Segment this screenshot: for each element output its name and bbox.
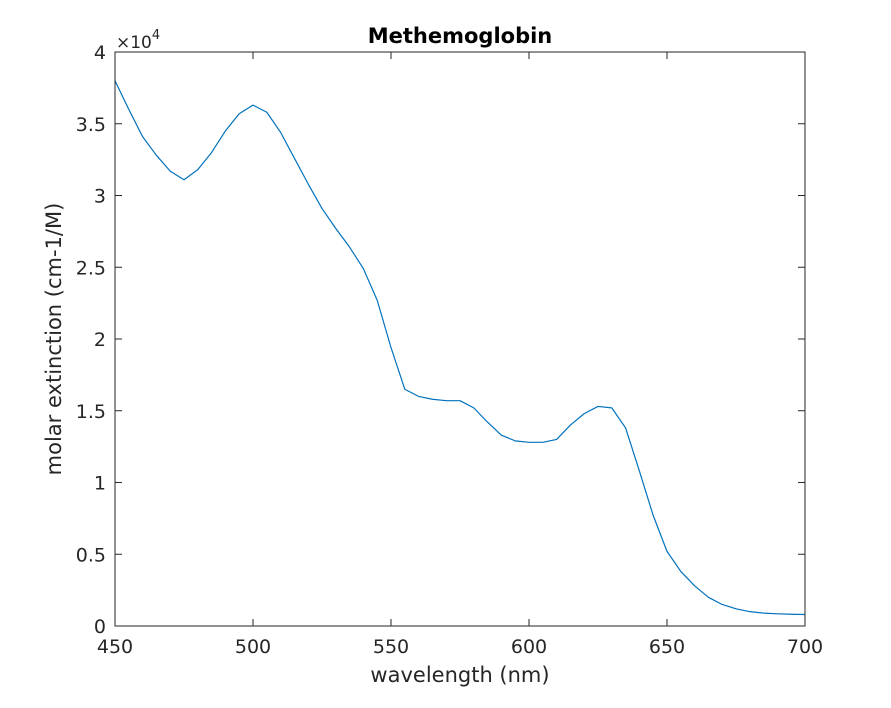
y-tick-label: 1 [94,473,106,495]
plot-area [114,80,806,616]
x-tick-label: 650 [649,636,685,658]
y-tick-label: 1.5 [76,401,106,423]
x-tick-label: 550 [373,636,409,658]
y-multiplier-label: ×104 [116,28,160,53]
axes-box [114,51,806,627]
chart-title: Methemoglobin [368,24,553,48]
y-tick-labels: 0 0.5 1 1.5 2 2.5 3 3.5 4 [76,42,106,638]
x-tick-labels: 450 500 550 600 650 700 [97,636,823,658]
y-tick-label: 3.5 [76,114,106,136]
axes-background [115,52,805,626]
x-axis-label: wavelength (nm) [370,663,549,687]
series-line-0 [114,80,806,616]
x-tick-label: 450 [97,636,133,658]
y-tick-label: 0 [94,616,106,638]
y-tick-label: 4 [94,42,106,64]
y-tick-label: 2 [94,329,106,351]
x-tick-label: 600 [511,636,547,658]
y-multiplier-base: ×10 [116,33,152,53]
x-tick-label: 500 [235,636,271,658]
y-multiplier-exponent: 4 [152,28,160,43]
y-tick-label: 0.5 [76,544,106,566]
x-tick-label: 700 [787,636,823,658]
y-axis-label: molar extinction (cm-1/M) [42,203,66,476]
y-tick-label: 3 [94,186,106,208]
y-tick-label: 2.5 [76,257,106,279]
